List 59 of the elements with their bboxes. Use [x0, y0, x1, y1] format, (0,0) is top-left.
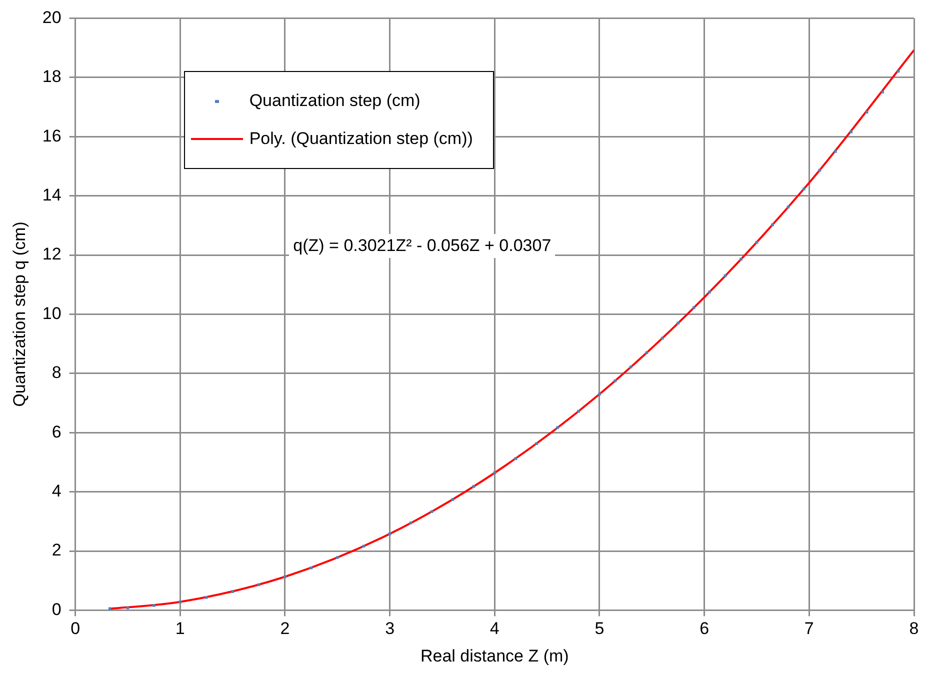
point	[786, 206, 790, 208]
y-tick-label: 4	[52, 481, 62, 500]
y-tick-label: 20	[42, 8, 62, 27]
point	[451, 498, 454, 501]
point	[430, 510, 434, 514]
x-tick-label: 6	[700, 619, 710, 638]
point	[865, 110, 868, 114]
annotation: q(Z) = 0.3021Z² - 0.056Z + 0.0307	[289, 234, 556, 258]
legend-label: Poly. (Quantization step (cm))	[249, 129, 473, 150]
point	[850, 130, 853, 134]
point	[556, 426, 559, 429]
point	[362, 544, 366, 548]
point	[514, 457, 518, 460]
y-tick-label: 16	[42, 126, 62, 146]
point	[409, 521, 412, 524]
point	[535, 442, 538, 445]
point	[818, 168, 822, 172]
line-series	[108, 49, 914, 610]
point	[881, 90, 884, 94]
point	[178, 600, 182, 604]
point	[660, 336, 664, 340]
x-tick-label: 7	[804, 619, 814, 638]
y-tick-label: 8	[52, 363, 62, 382]
point	[284, 575, 286, 578]
legend-label: Quantization step (cm)	[249, 91, 420, 112]
point	[204, 596, 208, 599]
point	[108, 607, 112, 610]
point	[708, 290, 711, 294]
y-tick-label: 14	[42, 185, 62, 204]
y-axis-title: Quantization step q (cm)	[10, 222, 29, 407]
point	[802, 188, 806, 190]
point	[152, 604, 156, 607]
point	[740, 258, 742, 261]
point	[598, 392, 601, 396]
point	[676, 322, 680, 324]
point	[231, 590, 234, 593]
point	[692, 306, 696, 310]
point	[771, 223, 774, 226]
point	[472, 485, 476, 488]
point	[493, 471, 496, 474]
x-tick-label: 2	[280, 619, 290, 638]
x-tick-label: 8	[909, 619, 919, 638]
x-tick-label: 0	[70, 619, 80, 638]
y-tick-label: 6	[52, 422, 62, 442]
point	[577, 410, 580, 413]
point	[630, 365, 632, 368]
point	[310, 566, 313, 570]
x-tick-label: 4	[490, 619, 500, 638]
x-tick-label: 1	[175, 619, 185, 638]
x-tick-label: 3	[385, 619, 395, 638]
y-tick-label: 2	[52, 540, 62, 560]
y-tick-label: 12	[42, 244, 62, 264]
y-tick-label: 10	[42, 304, 62, 323]
x-tick-label: 5	[594, 619, 604, 638]
x-axis-title: Real distance Z (m)	[420, 646, 569, 666]
y-tick-label: 18	[42, 67, 62, 86]
y-tick-label: 0	[52, 600, 62, 619]
point	[834, 150, 837, 153]
point	[336, 556, 339, 559]
